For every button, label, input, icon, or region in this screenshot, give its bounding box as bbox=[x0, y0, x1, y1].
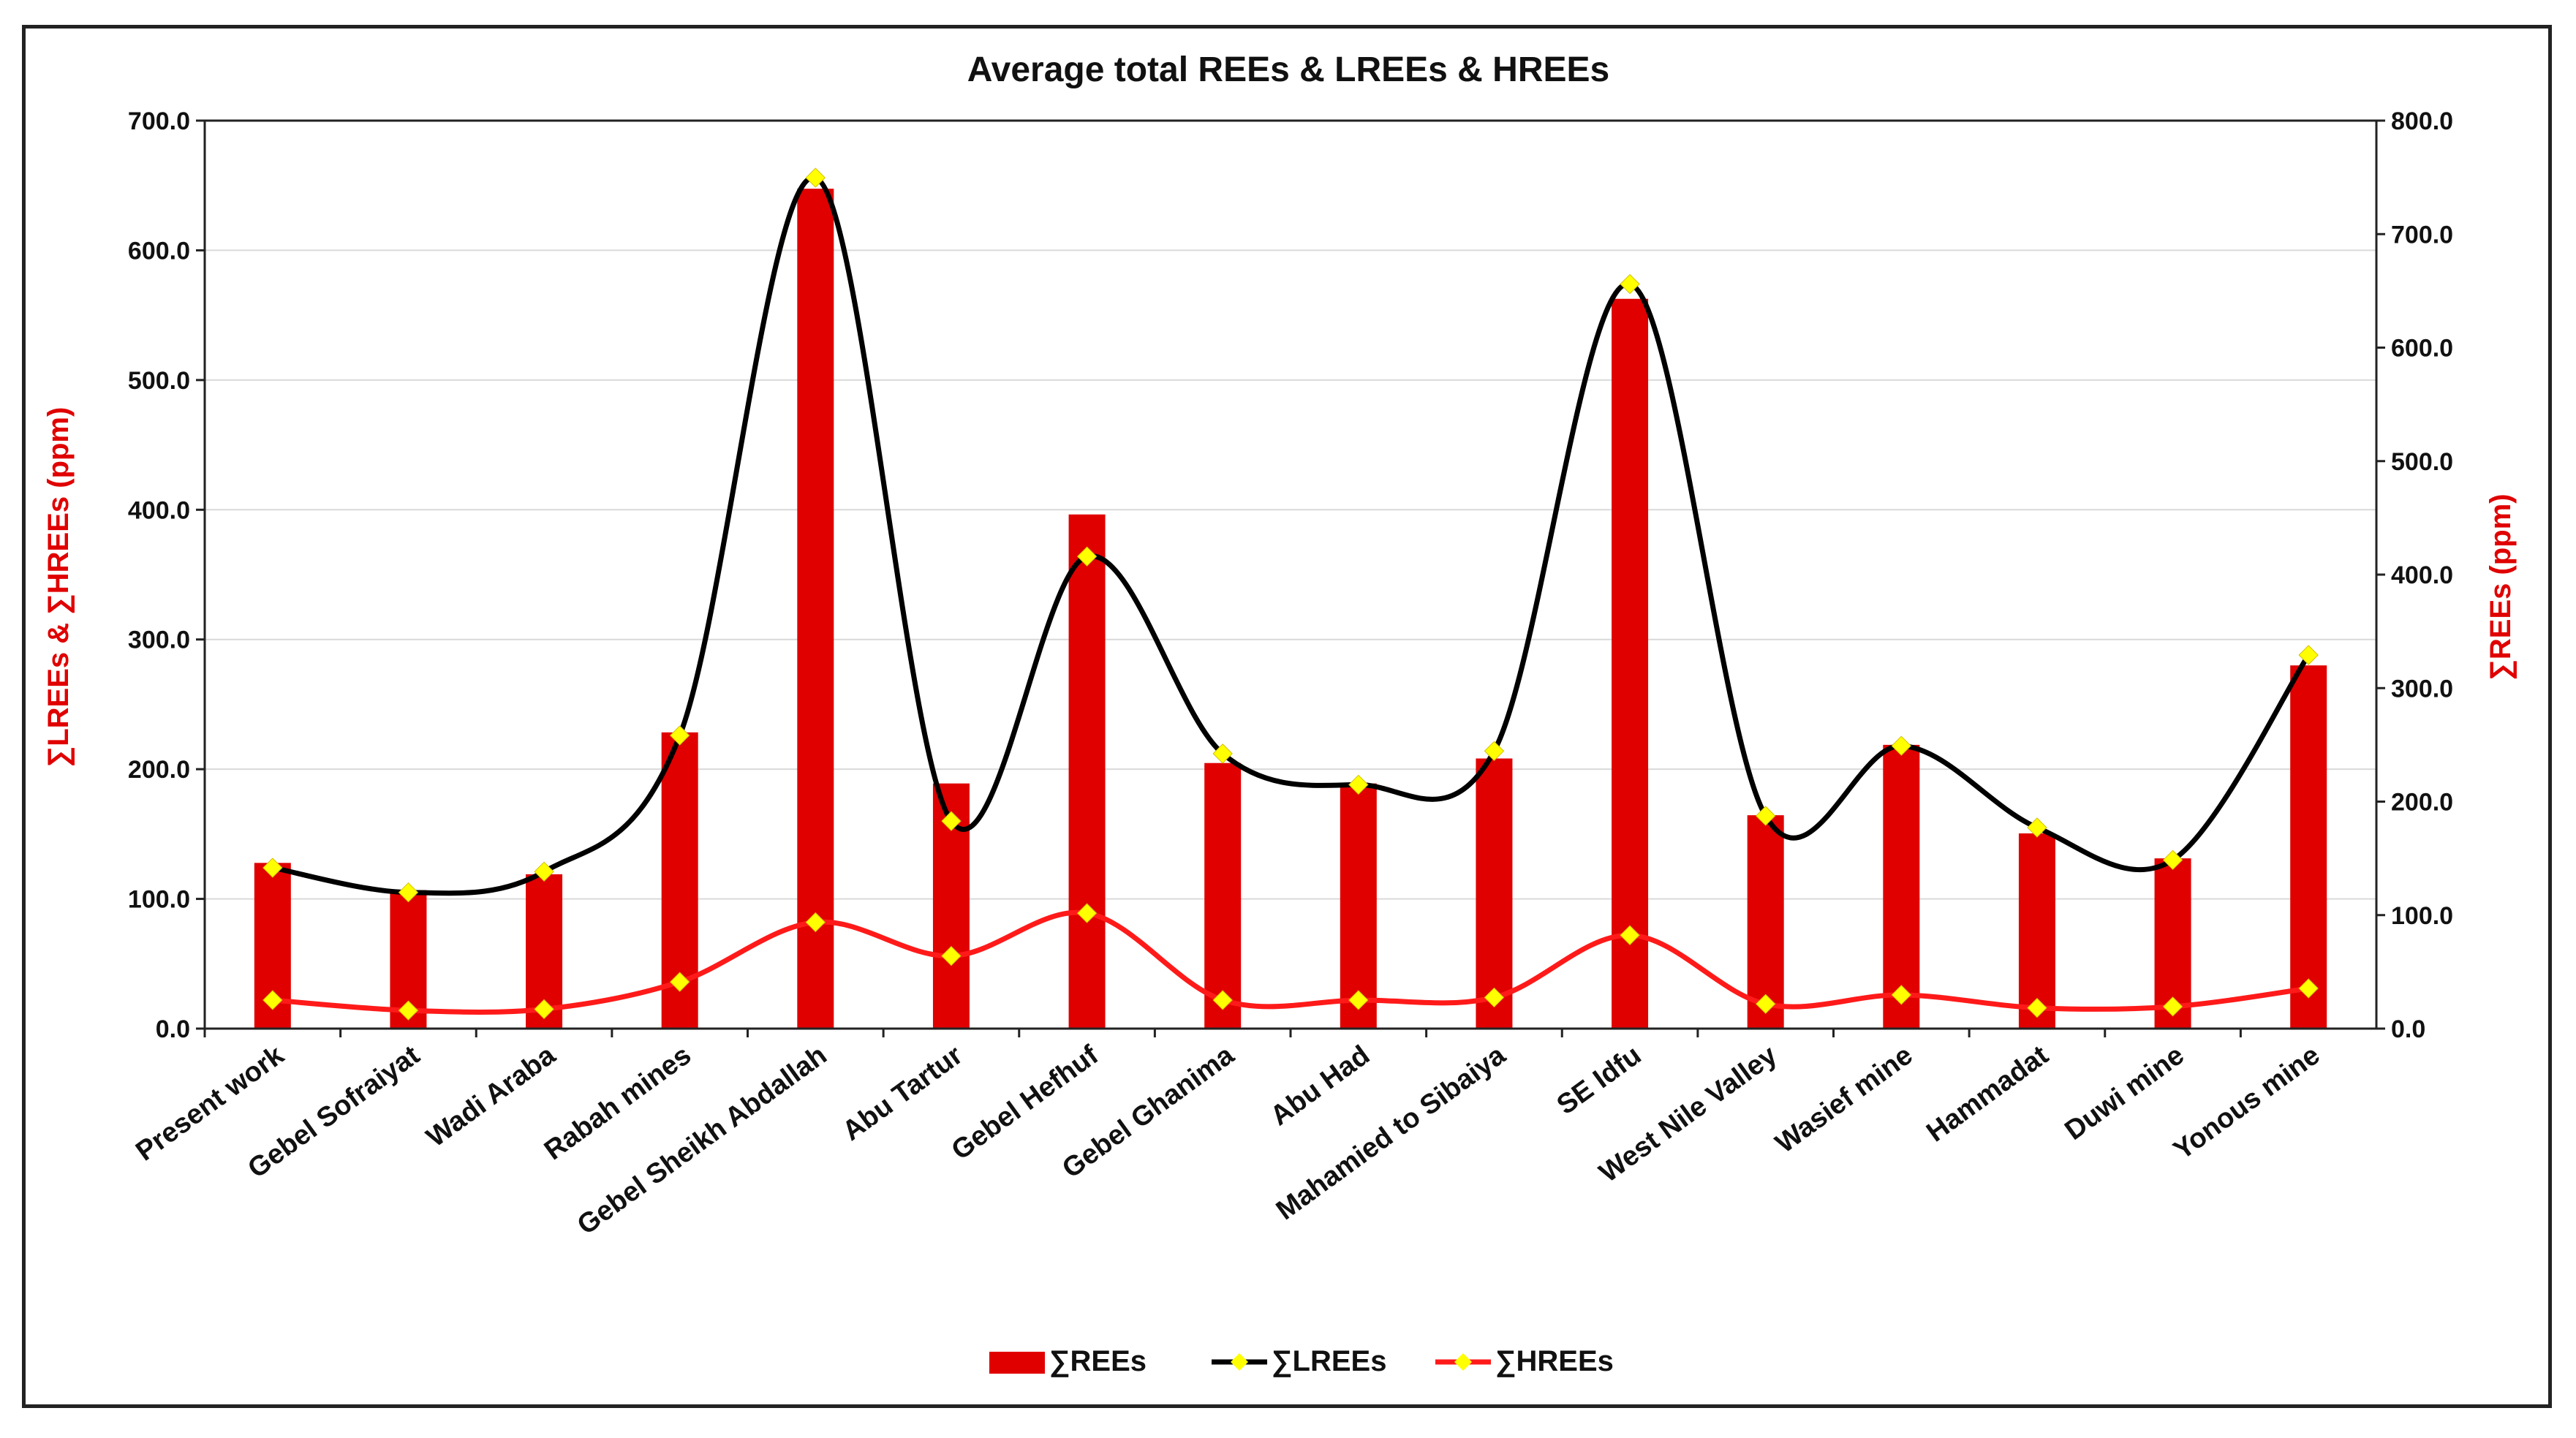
marker-lrees bbox=[1891, 735, 1912, 756]
bar-rees bbox=[1612, 298, 1649, 1029]
category-label: Wadi Araba bbox=[421, 1040, 562, 1154]
marker-lrees bbox=[1755, 806, 1776, 826]
right-tick-label: 700.0 bbox=[2391, 221, 2453, 249]
right-tick-label: 0.0 bbox=[2391, 1015, 2425, 1043]
category-label: Yonous mine bbox=[2168, 1040, 2325, 1166]
right-tick-label: 200.0 bbox=[2391, 789, 2453, 817]
marker-hrees bbox=[2027, 997, 2047, 1018]
right-tick-label: 600.0 bbox=[2391, 335, 2453, 363]
bar-rees bbox=[797, 189, 834, 1029]
category-label: Abu Had bbox=[1265, 1040, 1375, 1132]
marker-lrees bbox=[2162, 849, 2183, 871]
bar-rees bbox=[2290, 665, 2327, 1029]
left-tick-label: 300.0 bbox=[128, 627, 190, 654]
marker-hrees bbox=[805, 912, 826, 933]
marker-lrees bbox=[1348, 774, 1369, 795]
line-hrees bbox=[272, 909, 2309, 1015]
marker-lrees bbox=[398, 882, 419, 903]
marker-lrees bbox=[534, 861, 554, 882]
left-axis-label: ∑LREEs & ∑HREEs (ppm) bbox=[42, 407, 75, 768]
category-label: SE Idfu bbox=[1552, 1040, 1647, 1121]
marker-lrees bbox=[941, 811, 962, 831]
marker-lrees bbox=[1620, 273, 1640, 295]
bar-series-rees bbox=[254, 189, 2327, 1029]
bar-rees bbox=[1476, 758, 1513, 1029]
bar-rees bbox=[1068, 514, 1106, 1029]
marker-lrees bbox=[2027, 817, 2047, 838]
left-tick-label: 200.0 bbox=[128, 756, 190, 784]
marker-hrees bbox=[1620, 925, 1640, 945]
marker-lrees bbox=[262, 858, 283, 878]
right-axis-label: ∑REEs (ppm) bbox=[2485, 493, 2517, 680]
marker-hrees bbox=[1212, 990, 1233, 1010]
marker-hrees bbox=[1484, 987, 1505, 1008]
legend-marker-lrees bbox=[1231, 1353, 1248, 1371]
marker-hrees bbox=[1755, 994, 1776, 1014]
marker-lrees bbox=[1212, 743, 1233, 764]
left-tick-label: 500.0 bbox=[128, 367, 190, 395]
marker-hrees bbox=[1891, 985, 1912, 1005]
marker-hrees bbox=[262, 990, 283, 1010]
bar-rees bbox=[2018, 833, 2055, 1029]
left-tick-label: 600.0 bbox=[128, 237, 190, 265]
left-tick-label: 700.0 bbox=[128, 107, 190, 135]
left-axis-ticks: 0.0 100.0 200.0 300.0 400.0 500.0 600.0 700.0 bbox=[128, 107, 205, 1043]
bar-rees bbox=[1340, 783, 1377, 1029]
chart-frame: Average total REEs & LREEs & HREEs 0.0 10… bbox=[22, 25, 2552, 1408]
category-label: Gebel Sheikh Abdallah bbox=[572, 1040, 833, 1241]
category-label: Duwi mine bbox=[2059, 1040, 2189, 1146]
left-tick-label: 0.0 bbox=[156, 1015, 190, 1043]
bar-rees bbox=[1883, 744, 1920, 1029]
bar-rees bbox=[1204, 762, 1242, 1029]
right-axis-ticks: 0.0 100.0 200.0 300.0 400.0 500.0 600.0 700.0 80… bbox=[2376, 107, 2453, 1043]
marker-hrees bbox=[941, 945, 962, 966]
marker-hrees bbox=[2162, 996, 2183, 1017]
left-tick-label: 400.0 bbox=[128, 496, 190, 524]
legend-label-hrees: ∑HREEs bbox=[1495, 1345, 1614, 1377]
marker-hrees bbox=[534, 999, 554, 1020]
marker-hrees bbox=[398, 1000, 419, 1021]
marker-hrees bbox=[2298, 978, 2319, 999]
category-label: Hammadat bbox=[1921, 1040, 2054, 1148]
right-tick-label: 800.0 bbox=[2391, 107, 2453, 135]
legend: ∑REEs ∑LREEs ∑HREEs bbox=[989, 1345, 1614, 1377]
right-tick-label: 300.0 bbox=[2391, 675, 2453, 703]
right-tick-label: 100.0 bbox=[2391, 902, 2453, 930]
marker-lrees bbox=[669, 725, 690, 746]
marker-lrees bbox=[1076, 546, 1098, 567]
marker-lrees bbox=[805, 167, 826, 188]
right-tick-label: 400.0 bbox=[2391, 561, 2453, 589]
left-tick-label: 100.0 bbox=[128, 886, 190, 914]
marker-hrees bbox=[1348, 990, 1369, 1010]
category-label: Abu Tartur bbox=[837, 1040, 969, 1147]
chart-svg: Average total REEs & LREEs & HREEs 0.0 10… bbox=[42, 50, 2517, 1377]
legend-label-lrees: ∑LREEs bbox=[1272, 1345, 1386, 1377]
legend-label-rees: ∑REEs bbox=[1049, 1345, 1147, 1377]
marker-lrees bbox=[2298, 645, 2319, 665]
category-label: Mahamied to Sibaiya bbox=[1271, 1040, 1511, 1226]
category-label: Wasief mine bbox=[1770, 1040, 1919, 1159]
chart-title: Average total REEs & LREEs & HREEs bbox=[967, 50, 1609, 89]
line-lrees bbox=[272, 175, 2311, 896]
legend-swatch-rees bbox=[989, 1352, 1045, 1374]
legend-marker-hrees bbox=[1454, 1353, 1472, 1371]
marker-lrees bbox=[1484, 741, 1505, 762]
line-series bbox=[262, 167, 2319, 1021]
marker-hrees bbox=[669, 972, 690, 992]
marker-hrees bbox=[1076, 903, 1098, 923]
bar-rees bbox=[1747, 815, 1784, 1029]
right-tick-label: 500.0 bbox=[2391, 448, 2453, 476]
